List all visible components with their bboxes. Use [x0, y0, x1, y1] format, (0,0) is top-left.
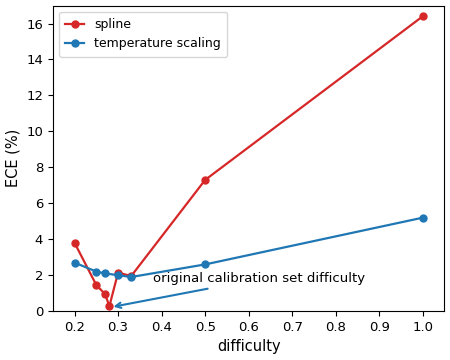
- Line: temperature scaling: temperature scaling: [71, 214, 426, 280]
- Text: original calibration set difficulty: original calibration set difficulty: [116, 273, 365, 308]
- spline: [94, 283, 99, 287]
- X-axis label: difficulty: difficulty: [217, 339, 280, 355]
- spline: [107, 304, 112, 308]
- temperature scaling: [102, 271, 108, 275]
- temperature scaling: [115, 273, 121, 277]
- Y-axis label: ECE (%): ECE (%): [5, 129, 21, 188]
- temperature scaling: [72, 261, 77, 265]
- spline: [420, 14, 425, 18]
- spline: [202, 178, 208, 182]
- temperature scaling: [420, 216, 425, 220]
- spline: [128, 274, 134, 278]
- Legend: spline, temperature scaling: spline, temperature scaling: [59, 12, 227, 57]
- temperature scaling: [128, 275, 134, 279]
- spline: [72, 241, 77, 245]
- Line: spline: spline: [71, 13, 426, 310]
- temperature scaling: [94, 269, 99, 274]
- spline: [115, 270, 121, 275]
- temperature scaling: [202, 262, 208, 267]
- spline: [102, 292, 108, 296]
